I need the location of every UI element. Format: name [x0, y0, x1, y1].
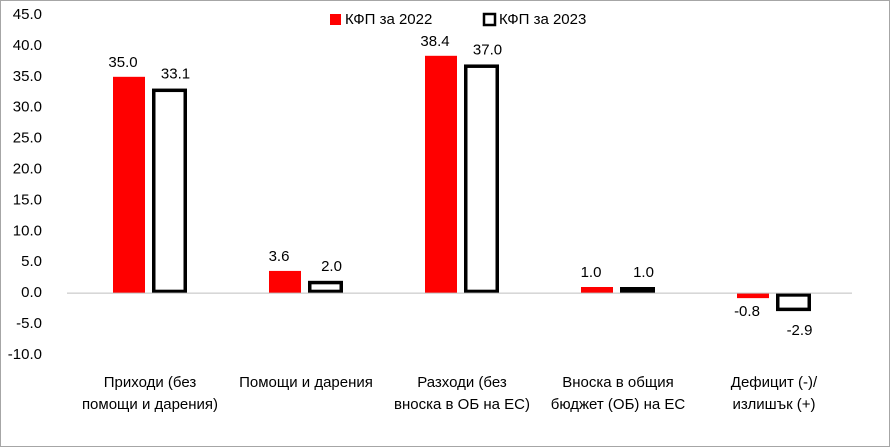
value-label: 37.0: [473, 41, 502, 58]
bar: [308, 280, 343, 294]
value-label: 3.6: [269, 248, 290, 265]
value-label: 2.0: [321, 258, 342, 275]
bar: [269, 270, 301, 294]
x-tick-label: Приходи (без помощи и дарения): [81, 374, 219, 413]
value-label: -0.8: [734, 303, 760, 320]
value-label: 1.0: [581, 264, 602, 281]
bar: [464, 64, 499, 294]
x-tick-label: Дефицит (-)/ излишък (+): [730, 374, 818, 413]
x-tick-label: Помощи и дарения: [239, 374, 373, 391]
value-label: 33.1: [161, 66, 190, 83]
bar: [776, 293, 811, 312]
bar: [620, 287, 655, 294]
y-tick-label: 5.0: [21, 253, 42, 270]
y-tick-label: 0.0: [21, 284, 42, 301]
bar: [425, 55, 457, 294]
bar: [581, 287, 613, 294]
legend-label: КФП за 2023: [499, 11, 586, 28]
y-tick-label: -5.0: [16, 315, 42, 332]
y-tick-label: 30.0: [13, 99, 42, 116]
y-tick-label: 10.0: [13, 222, 42, 239]
y-tick-label: 15.0: [13, 191, 42, 208]
legend-label: КФП за 2022: [345, 11, 432, 28]
y-tick-label: 20.0: [13, 161, 42, 178]
value-label: -2.9: [787, 322, 813, 339]
value-label: 35.0: [108, 54, 137, 71]
y-tick-label: 25.0: [13, 130, 42, 147]
x-tick-label: Вноска в общия бюджет (ОБ) на ЕС: [550, 374, 686, 413]
y-tick-label: 40.0: [13, 37, 42, 54]
bar: [737, 293, 769, 299]
y-tick-label: -10.0: [8, 346, 42, 363]
legend-swatch: [482, 12, 497, 27]
y-tick-label: 45.0: [13, 6, 42, 23]
legend-swatch: [330, 14, 341, 25]
bar: [113, 76, 145, 294]
bar: [152, 88, 187, 294]
x-tick-label: Разходи (без вноска в ОБ на ЕС): [394, 374, 530, 413]
value-label: 1.0: [633, 264, 654, 281]
value-label: 38.4: [420, 33, 449, 50]
y-tick-label: 35.0: [13, 68, 42, 85]
